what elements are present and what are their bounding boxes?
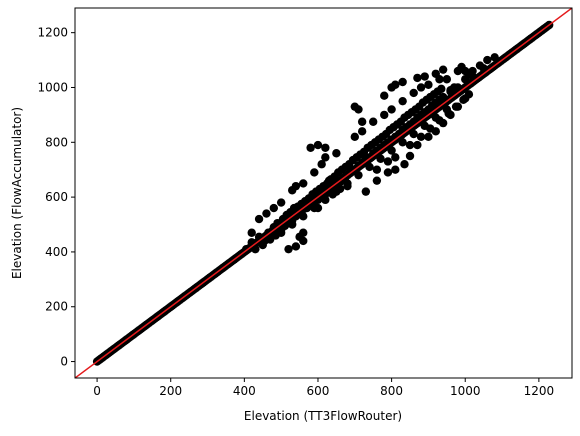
data-point <box>444 109 453 118</box>
data-point <box>437 84 446 94</box>
data-point <box>299 179 308 188</box>
data-point <box>464 90 474 99</box>
data-point <box>400 160 409 169</box>
data-point <box>387 105 396 114</box>
data-point <box>262 209 271 218</box>
data-point <box>269 203 278 213</box>
data-point <box>299 236 308 246</box>
data-point <box>380 110 389 120</box>
x-axis-label: Elevation (TT3FlowRouter) <box>244 409 402 423</box>
data-point <box>383 157 393 166</box>
data-point <box>310 168 319 177</box>
data-point <box>313 203 323 213</box>
data-point <box>343 181 352 191</box>
x-tick-label: 800 <box>380 384 403 398</box>
data-point <box>332 149 341 158</box>
data-point <box>459 95 468 105</box>
data-point <box>306 143 315 152</box>
y-tick-label: 0 <box>60 355 68 369</box>
data-point <box>483 55 492 65</box>
data-point <box>369 117 378 126</box>
y-axis: 0 200 400 600 800 1000 1200 <box>37 26 75 369</box>
data-point <box>254 214 264 224</box>
data-point <box>431 69 440 78</box>
y-tick-label: 200 <box>45 300 68 314</box>
data-point <box>313 140 323 150</box>
data-point <box>317 160 326 169</box>
x-tick-label: 1000 <box>450 384 481 398</box>
data-point <box>276 198 286 207</box>
data-point <box>391 80 400 89</box>
data-point <box>438 65 448 74</box>
data-point <box>391 165 400 174</box>
data-point <box>247 228 256 237</box>
data-point <box>321 153 330 162</box>
data-point <box>361 187 371 196</box>
data-point <box>413 73 422 83</box>
data-point <box>380 91 389 100</box>
y-tick-label: 800 <box>45 135 68 149</box>
data-point <box>398 77 407 87</box>
data-point <box>409 88 418 98</box>
data-point <box>405 140 415 150</box>
data-point <box>424 132 433 142</box>
data-point <box>416 83 426 92</box>
reference-line-1to1 <box>75 8 572 378</box>
data-point <box>398 96 407 106</box>
x-tick-label: 400 <box>233 384 256 398</box>
data-point <box>451 102 461 111</box>
y-tick-label: 600 <box>45 190 68 204</box>
data-point <box>372 165 382 174</box>
data-point <box>391 153 400 162</box>
data-point <box>354 105 363 114</box>
data-point <box>372 176 382 185</box>
data-point <box>350 132 359 142</box>
data-point <box>357 127 367 136</box>
x-axis: 0 200 400 600 800 1000 1200 <box>93 378 554 398</box>
data-point <box>435 116 444 125</box>
data-point <box>291 242 301 251</box>
x-tick-label: 200 <box>159 384 182 398</box>
x-tick-label: 0 <box>93 384 101 398</box>
data-point <box>291 181 301 191</box>
data-point <box>299 228 308 237</box>
data-point <box>426 124 435 133</box>
x-tick-label: 600 <box>307 384 330 398</box>
x-tick-label: 1200 <box>524 384 555 398</box>
y-tick-label: 1200 <box>37 26 68 40</box>
data-point <box>424 80 433 89</box>
data-point <box>284 244 293 254</box>
data-point <box>357 117 367 126</box>
y-tick-label: 400 <box>45 245 68 259</box>
data-point <box>416 132 426 142</box>
plot-area-frame <box>74 7 573 379</box>
data-point <box>413 140 422 150</box>
data-point <box>420 72 429 81</box>
data-point <box>442 75 452 84</box>
data-point <box>383 168 393 177</box>
y-tick-label: 1000 <box>37 80 68 94</box>
y-axis-label: Elevation (FlowAccumulator) <box>10 107 24 279</box>
data-point <box>321 143 330 152</box>
data-point <box>405 151 415 161</box>
